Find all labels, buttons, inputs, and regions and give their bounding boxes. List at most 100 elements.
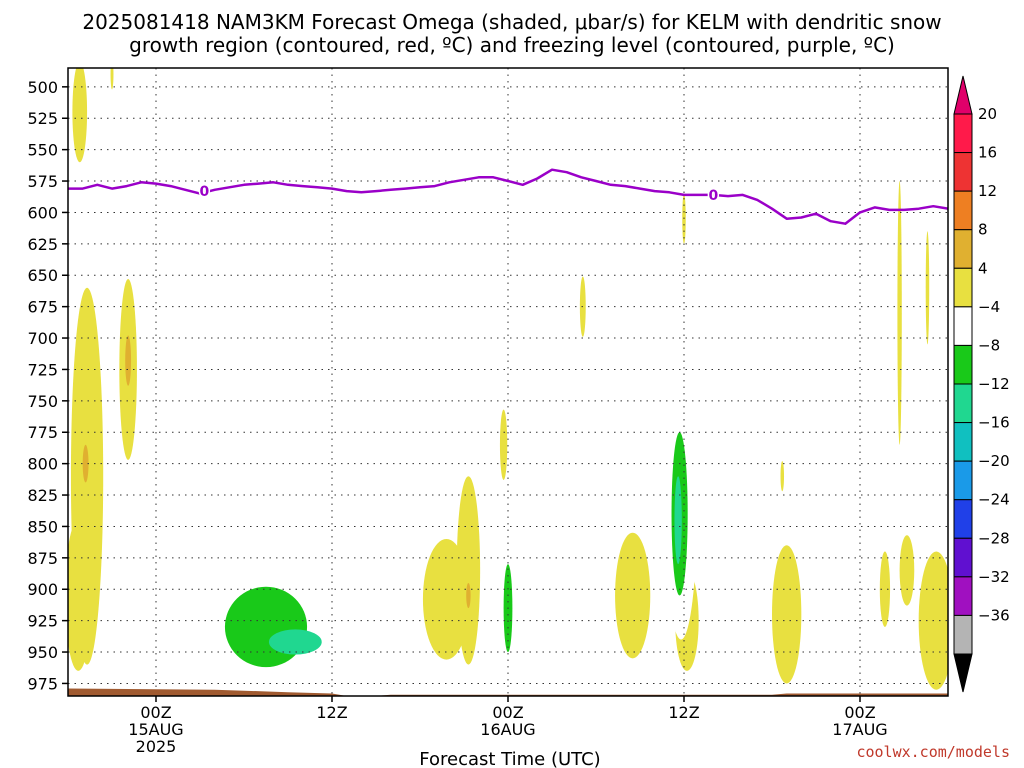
colorbar-label-13: −36 [978,606,1010,624]
colorbar-swatch-8 [953,422,973,462]
y-tick-label-825: 825 [27,486,58,505]
colorbar-swatch-7 [953,383,973,424]
positive-omega-region-17 [772,545,802,684]
x-tick-label-18-0: 12Z [316,703,347,722]
x-tick-label-54-0: 00Z [844,703,875,722]
positive-omega-region-12 [615,532,651,659]
colorbar-swatch-0 [953,113,973,154]
colorbar-swatch-4 [953,267,973,308]
positive-omega-region-21 [925,231,930,345]
y-tick-label-850: 850 [27,517,58,536]
y-tick-label-775: 775 [27,423,58,442]
positive-omega-region-8 [456,476,481,665]
x-tick-label-6-0: 00Z [140,703,171,722]
colorbar-under-triangle [953,653,973,693]
negative-omega-region-9 [674,476,682,565]
colorbar-swatch-12 [953,576,973,616]
colorbar-swatch-13 [953,614,973,655]
negative-omega-region-11 [829,80,850,508]
x-tick-label-6-1: 15AUG [128,720,183,739]
colorbar-label-5: −4 [978,298,1000,316]
y-tick-label-800: 800 [27,455,58,474]
freezing-level-label-0: 0 [200,184,210,200]
colorbar-swatch-11 [953,537,973,578]
positive-omega-region-20 [897,181,902,445]
terrain-fill [68,688,948,696]
negative-omega-region-3 [268,629,322,655]
y-tick-label-500: 500 [27,78,58,97]
positive-omega-region-4 [68,520,92,671]
chart-title-line-2: growth region (contoured, red, ºC) and f… [129,33,895,57]
y-tick-label-525: 525 [27,109,58,128]
y-tick-label-950: 950 [27,643,58,662]
positive-omega-region-18 [879,551,891,627]
negative-omega-region-12 [854,541,863,625]
x-axis-label: Forecast Time (UTC) [419,749,600,768]
y-tick-label-600: 600 [27,203,58,222]
positive-omega-region-19 [899,535,915,606]
colorbar-label-8: −16 [978,414,1010,432]
colorbar-swatch-10 [953,499,973,539]
colorbar-label-2: 12 [978,182,997,200]
y-tick-label-650: 650 [27,266,58,285]
positive-omega-region-3 [82,444,89,483]
colorbar-label-1: 16 [978,144,997,162]
negative-omega-region-4 [493,539,547,690]
omega-shaded-regions [68,68,948,690]
positive-omega-region-10 [499,409,508,480]
positive-omega-region-9 [466,582,471,609]
x-tick-label-54-1: 17AUG [832,720,887,739]
colorbar-label-9: −20 [978,452,1010,470]
colorbar-swatch-2 [953,190,973,231]
y-tick-label-700: 700 [27,329,58,348]
grid-lines [68,68,948,696]
colorbar-label-0: 20 [978,105,997,123]
y-tick-label-875: 875 [27,549,58,568]
colorbar-swatch-3 [953,229,973,269]
positive-omega-region-1 [110,68,114,90]
y-tick-label-925: 925 [27,612,58,631]
x-tick-label-30-1: 16AUG [480,720,535,739]
positive-omega-region-0 [72,68,88,163]
colorbar-label-3: 8 [978,221,988,239]
colorbar-swatch-6 [953,344,973,385]
chart-title-line-1: 2025081418 NAM3KM Forecast Omega (shaded… [82,10,941,34]
colorbar-label-11: −28 [978,529,1010,547]
y-tick-label-750: 750 [27,392,58,411]
positive-omega-region-6 [125,335,132,386]
x-tick-label-30-0: 00Z [492,703,523,722]
positive-omega-region-16 [780,461,785,492]
y-tick-label-550: 550 [27,141,58,160]
negative-omega-region-2 [224,586,308,668]
negative-omega-region-6 [575,532,602,659]
colorbar-swatch-5 [953,306,973,346]
colorbar-label-4: 4 [978,259,988,277]
colorbar-swatch-9 [953,460,973,501]
colorbar-over-triangle [953,75,973,115]
y-tick-label-725: 725 [27,360,58,379]
colorbar-label-6: −8 [978,336,1000,354]
negative-omega-region-13 [932,68,940,207]
pressure-axis: 500 525 550 575 600 625 650 675 700 725 750 775 800 8… [27,78,68,693]
y-tick-label-675: 675 [27,298,58,317]
terrain-surface [68,688,948,696]
y-tick-label-900: 900 [27,580,58,599]
colorbar: 20 16 12 8 4 −4 −8 −12 −16 −20 −24 −28 −32 −36 [953,75,1010,693]
x-tick-label-6-2: 2025 [136,737,177,756]
freezing-level-label-1: 0 [708,188,718,204]
colorbar-label-7: −12 [978,375,1010,393]
colorbar-label-12: −32 [978,568,1010,586]
y-tick-label-575: 575 [27,172,58,191]
freezing-level-line [68,168,948,225]
negative-omega-region-10 [726,327,730,424]
colorbar-label-10: −24 [978,491,1010,509]
negative-omega-region-0 [120,541,134,625]
credit-text: coolwx.com/models [856,743,1010,761]
x-tick-label-42-0: 12Z [668,703,699,722]
colorbar-swatch-1 [953,152,973,192]
y-tick-label-975: 975 [27,674,58,693]
